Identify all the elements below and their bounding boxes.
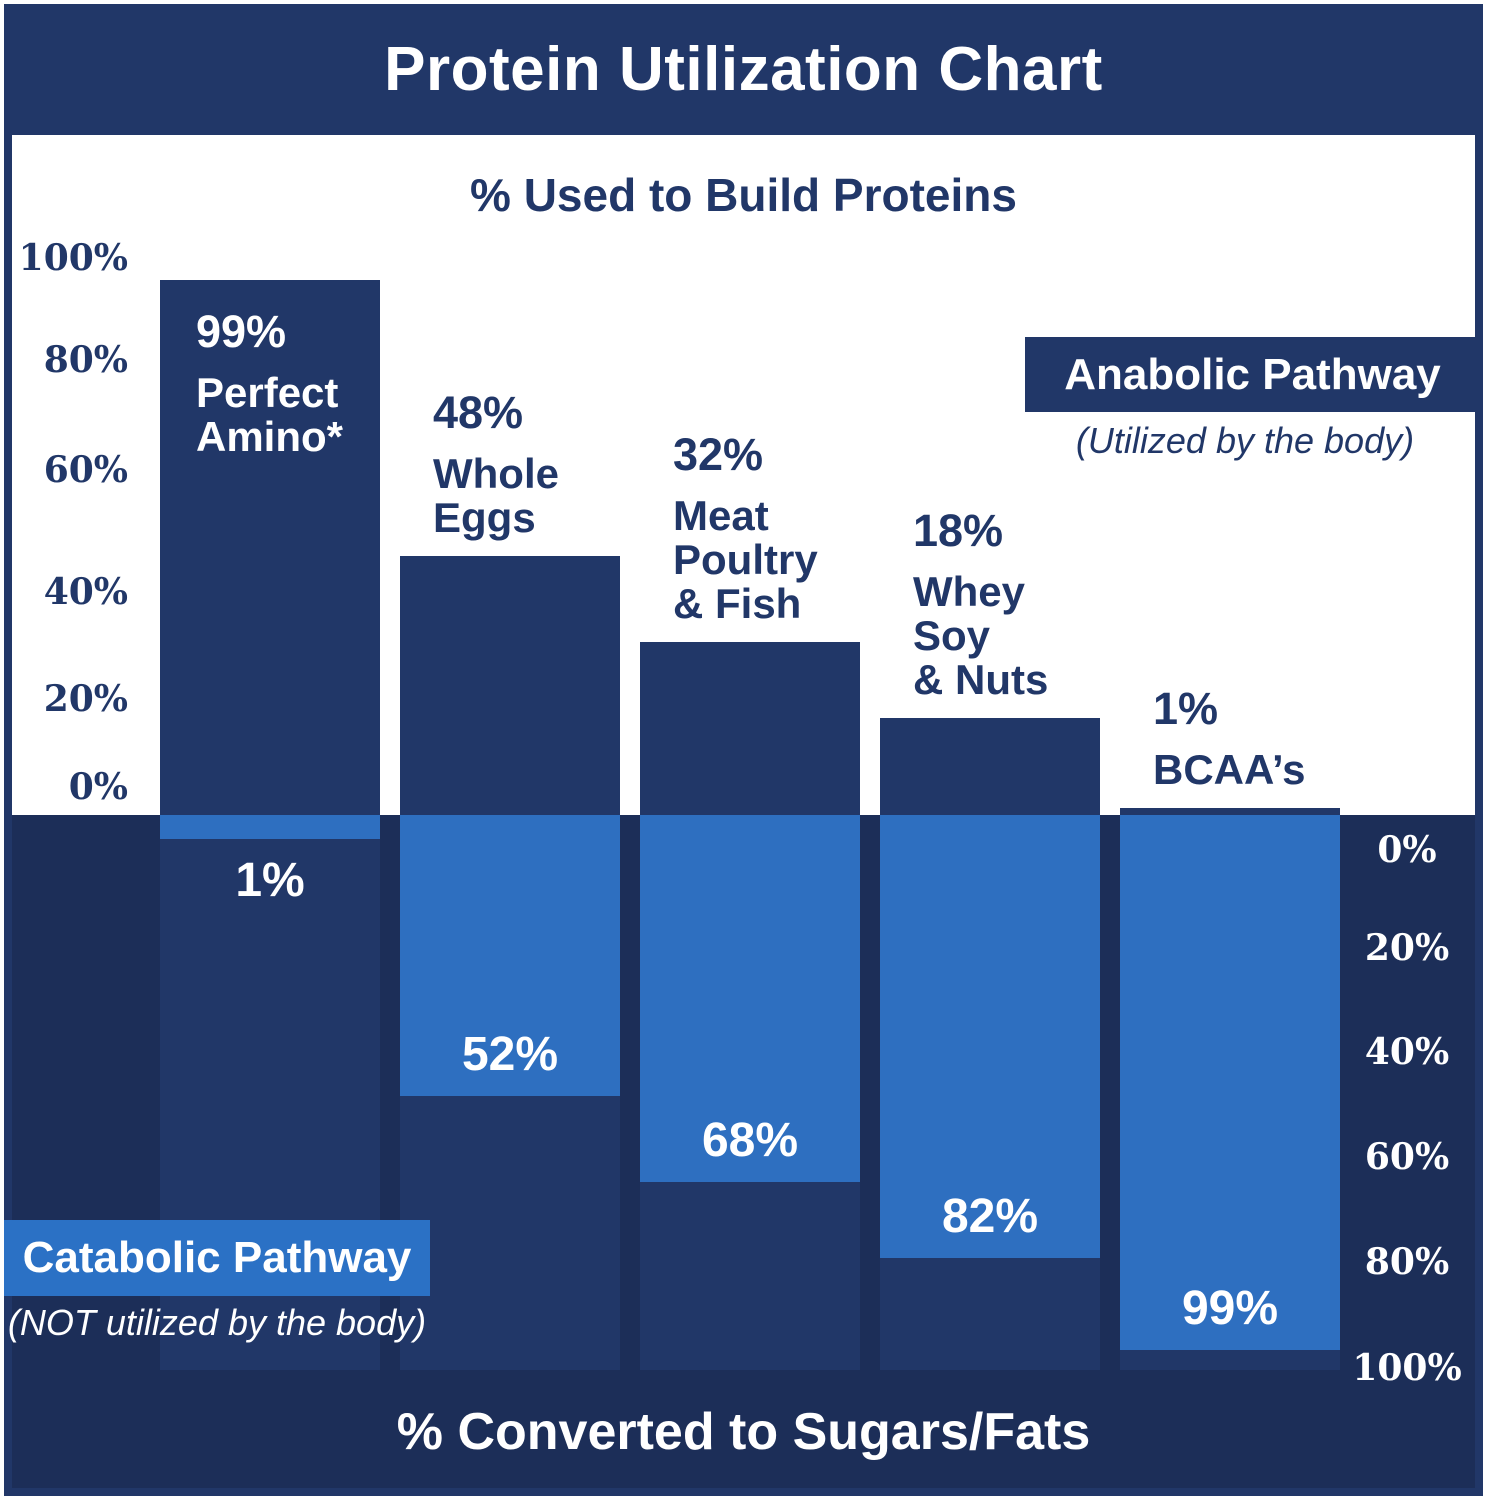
anabolic-value-label: 1% <box>1153 683 1219 734</box>
catabolic-value-label: 82% <box>941 1189 1039 1243</box>
catabolic-bar <box>880 815 1100 1258</box>
header-band: Protein Utilization Chart <box>4 4 1483 135</box>
left-axis-tick: 40% <box>43 571 128 613</box>
category-label: 48% Whole Eggs <box>433 386 559 541</box>
catabolic-value-label: 1% <box>235 854 305 907</box>
category-name-line: Whole <box>433 449 559 497</box>
right-axis-tick: 80% <box>1364 1241 1450 1283</box>
left-axis-tick: 80% <box>43 339 128 381</box>
top-axis-title: % Used to Build Proteins <box>470 169 1017 221</box>
catabolic-bar <box>400 815 620 1096</box>
anabolic-bar <box>160 280 380 815</box>
category-name-line: & Nuts <box>913 655 1049 703</box>
catabolic-value-label: 52% <box>461 1027 559 1081</box>
bottom-axis-title: % Converted to Sugars/Fats <box>396 1403 1091 1461</box>
category-name-line: Meat <box>673 492 769 540</box>
left-axis-tick: 60% <box>43 449 128 491</box>
anabolic-bar <box>880 717 1100 815</box>
category-name-line: Eggs <box>433 493 536 541</box>
left-axis-tick: 0% <box>68 766 128 808</box>
anabolic-legend-box: Anabolic Pathway <box>1025 337 1480 412</box>
category-name-line: & Fish <box>673 580 802 628</box>
category-label: 18% Whey Soy & Nuts <box>913 504 1049 703</box>
category-label: 99% Perfect Amino* <box>196 306 343 461</box>
category-name-line: Soy <box>913 611 991 659</box>
anabolic-value-label: 32% <box>673 429 764 481</box>
category-name-line: Amino* <box>196 413 343 461</box>
catabolic-value-label: 68% <box>701 1114 799 1168</box>
category-label: 32% Meat Poultry & Fish <box>673 429 818 628</box>
right-axis-tick: 60% <box>1364 1136 1450 1178</box>
anabolic-legend-caption: (Utilized by the body) <box>1075 420 1415 461</box>
catabolic-bar <box>160 815 380 839</box>
anabolic-legend-label: Anabolic Pathway <box>1064 349 1441 399</box>
category-name-line: BCAA’s <box>1153 746 1306 793</box>
catabolic-bar <box>1120 815 1340 1350</box>
catabolic-legend-box: Catabolic Pathway <box>4 1220 430 1296</box>
left-axis-tick: 20% <box>43 678 128 720</box>
right-axis-tick: 40% <box>1364 1031 1450 1073</box>
catabolic-legend-caption: (NOT utilized by the body) <box>7 1302 427 1343</box>
category-label: 1% BCAA’s <box>1153 683 1306 793</box>
right-axis-tick: 100% <box>1352 1347 1462 1389</box>
page-title: Protein Utilization Chart <box>384 35 1103 104</box>
anabolic-bar <box>640 642 860 815</box>
catabolic-value-label: 99% <box>1181 1281 1279 1335</box>
anabolic-bar <box>1120 808 1340 815</box>
anabolic-value-label: 99% <box>196 306 287 358</box>
category-name-line: Poultry <box>673 536 818 584</box>
right-axis-tick: 20% <box>1364 927 1450 969</box>
catabolic-bar <box>640 815 860 1183</box>
anabolic-bar <box>400 555 620 815</box>
category-name-line: Perfect <box>196 369 339 417</box>
right-axis-tick: 0% <box>1377 829 1437 871</box>
anabolic-value-label: 48% <box>433 386 524 438</box>
catabolic-legend-label: Catabolic Pathway <box>22 1233 412 1282</box>
left-axis-tick: 100% <box>18 237 128 279</box>
anabolic-value-label: 18% <box>913 504 1004 556</box>
category-name-line: Whey <box>913 567 1026 615</box>
